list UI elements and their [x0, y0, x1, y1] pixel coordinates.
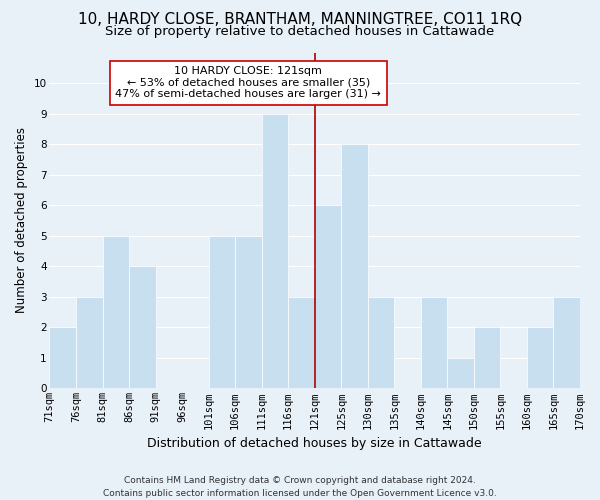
Bar	[474, 328, 500, 388]
Bar	[368, 297, 394, 388]
X-axis label: Distribution of detached houses by size in Cattawade: Distribution of detached houses by size …	[148, 437, 482, 450]
Text: 10, HARDY CLOSE, BRANTHAM, MANNINGTREE, CO11 1RQ: 10, HARDY CLOSE, BRANTHAM, MANNINGTREE, …	[78, 12, 522, 28]
Text: Size of property relative to detached houses in Cattawade: Size of property relative to detached ho…	[106, 25, 494, 38]
Bar	[262, 114, 288, 388]
Bar	[288, 297, 315, 388]
Bar	[235, 236, 262, 388]
Bar	[209, 236, 235, 388]
Bar	[553, 297, 580, 388]
Bar	[76, 297, 103, 388]
Bar	[421, 297, 448, 388]
Y-axis label: Number of detached properties: Number of detached properties	[15, 128, 28, 314]
Bar	[49, 328, 76, 388]
Bar	[341, 144, 368, 388]
Bar	[103, 236, 129, 388]
Text: 10 HARDY CLOSE: 121sqm
← 53% of detached houses are smaller (35)
47% of semi-det: 10 HARDY CLOSE: 121sqm ← 53% of detached…	[115, 66, 382, 100]
Bar	[129, 266, 155, 388]
Bar	[527, 328, 553, 388]
Bar	[315, 205, 341, 388]
Text: Contains HM Land Registry data © Crown copyright and database right 2024.
Contai: Contains HM Land Registry data © Crown c…	[103, 476, 497, 498]
Bar	[448, 358, 474, 388]
